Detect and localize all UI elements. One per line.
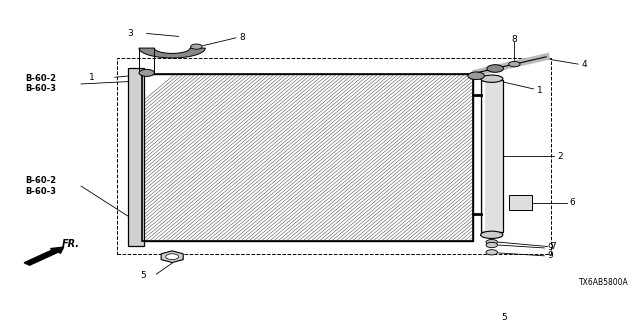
Text: FR.: FR. [62,239,80,249]
Bar [141,74,473,241]
Text: 3: 3 [127,29,133,38]
Bar [139,71,154,74]
Text: 5: 5 [501,314,507,320]
Circle shape [487,65,504,72]
Text: 1: 1 [537,86,543,95]
Polygon shape [139,48,205,58]
Text: 6: 6 [570,198,575,207]
Circle shape [139,69,154,76]
Bar [117,58,550,254]
Text: 9: 9 [547,244,553,252]
Circle shape [486,242,497,248]
Text: B-60-2: B-60-2 [26,74,57,83]
Circle shape [485,299,498,305]
Text: B-60-3: B-60-3 [26,187,56,196]
Circle shape [509,61,520,67]
Circle shape [486,239,497,245]
Bar [127,68,144,246]
Text: 7: 7 [550,242,556,251]
Circle shape [486,250,497,255]
Ellipse shape [481,231,503,238]
Text: B-60-3: B-60-3 [26,84,56,93]
Polygon shape [481,296,503,308]
Text: 9: 9 [547,251,553,260]
Text: 1: 1 [90,73,95,82]
Bar [509,196,532,210]
Bar [141,74,473,241]
Circle shape [191,44,202,49]
Ellipse shape [481,75,503,82]
Circle shape [166,254,179,260]
Text: 2: 2 [557,152,563,161]
Text: 4: 4 [581,60,587,68]
Text: B-60-2: B-60-2 [26,176,57,185]
Text: 5: 5 [140,271,146,280]
Text: 8: 8 [511,35,517,44]
Text: Honda: Honda [229,130,360,164]
Text: 8: 8 [239,33,245,42]
Polygon shape [161,251,183,262]
Bar [481,80,503,232]
FancyArrow shape [24,247,63,265]
Circle shape [468,72,484,80]
Text: TX6AB5800A: TX6AB5800A [579,278,629,287]
